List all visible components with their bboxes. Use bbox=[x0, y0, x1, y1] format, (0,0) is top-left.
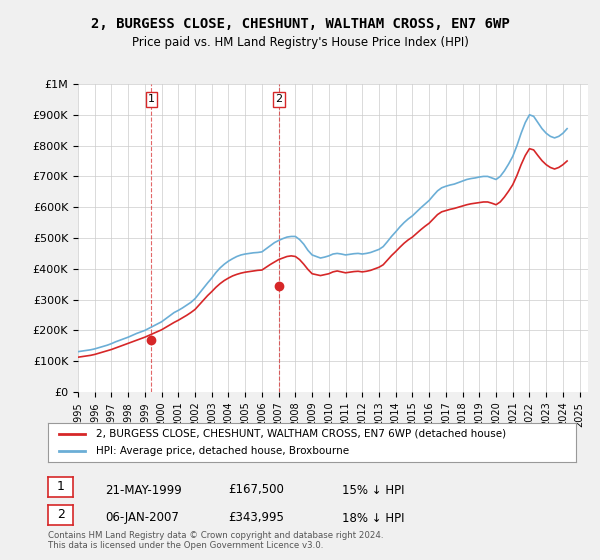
Text: 1: 1 bbox=[56, 480, 65, 493]
Text: 18% ↓ HPI: 18% ↓ HPI bbox=[342, 511, 404, 525]
Text: 2, BURGESS CLOSE, CHESHUNT, WALTHAM CROSS, EN7 6WP: 2, BURGESS CLOSE, CHESHUNT, WALTHAM CROS… bbox=[91, 17, 509, 31]
Text: Price paid vs. HM Land Registry's House Price Index (HPI): Price paid vs. HM Land Registry's House … bbox=[131, 36, 469, 49]
Text: 06-JAN-2007: 06-JAN-2007 bbox=[105, 511, 179, 525]
Text: HPI: Average price, detached house, Broxbourne: HPI: Average price, detached house, Brox… bbox=[95, 446, 349, 456]
Text: Contains HM Land Registry data © Crown copyright and database right 2024.
This d: Contains HM Land Registry data © Crown c… bbox=[48, 530, 383, 550]
Text: 2, BURGESS CLOSE, CHESHUNT, WALTHAM CROSS, EN7 6WP (detached house): 2, BURGESS CLOSE, CHESHUNT, WALTHAM CROS… bbox=[95, 429, 506, 439]
Text: 1: 1 bbox=[148, 95, 155, 104]
Text: £343,995: £343,995 bbox=[228, 511, 284, 525]
Text: 2: 2 bbox=[56, 508, 65, 521]
Text: 2: 2 bbox=[275, 95, 283, 104]
Text: £167,500: £167,500 bbox=[228, 483, 284, 497]
Text: 15% ↓ HPI: 15% ↓ HPI bbox=[342, 483, 404, 497]
Text: 21-MAY-1999: 21-MAY-1999 bbox=[105, 483, 182, 497]
